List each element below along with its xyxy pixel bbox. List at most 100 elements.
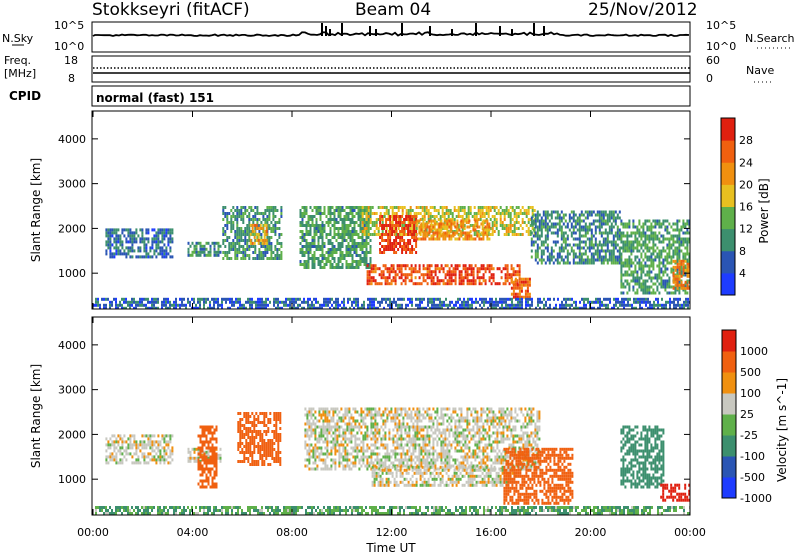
- power-cell: [538, 228, 541, 232]
- power-cell: [572, 231, 575, 235]
- power-cell: [413, 233, 416, 236]
- power-cell: [682, 222, 685, 226]
- power-cell: [264, 221, 267, 224]
- power-cell: [426, 222, 429, 226]
- power-cell: [451, 212, 454, 215]
- power-cell: [460, 282, 463, 286]
- power-cell: [357, 242, 360, 245]
- power-cell: [635, 300, 637, 304]
- power-cell: [473, 233, 476, 236]
- power-cell: [639, 297, 641, 301]
- power-cell: [165, 303, 167, 307]
- power-cell: [325, 236, 328, 239]
- power-cell: [582, 234, 585, 238]
- power-cell: [171, 303, 173, 307]
- power-cell: [270, 230, 273, 233]
- power-cell: [232, 242, 235, 245]
- power-cell: [270, 254, 273, 257]
- power-cell: [584, 234, 587, 238]
- power-cell: [678, 259, 681, 263]
- power-cell: [400, 282, 403, 286]
- power-cell: [245, 300, 247, 304]
- power-cell: [331, 254, 334, 257]
- power-cell: [343, 209, 346, 212]
- power-cell: [365, 236, 368, 239]
- power-cell: [268, 206, 271, 209]
- power-cell: [460, 276, 463, 280]
- power-cell: [151, 228, 154, 232]
- power-cell: [343, 239, 346, 242]
- power-cell: [303, 236, 306, 239]
- power-cell: [544, 246, 547, 250]
- power-cell: [381, 297, 383, 301]
- power-cell: [173, 306, 175, 309]
- power-cell: [658, 273, 661, 277]
- power-cell: [404, 276, 407, 280]
- power-cell: [444, 219, 447, 223]
- power-cell: [230, 242, 233, 245]
- power-cell: [254, 218, 257, 221]
- power-cell: [666, 243, 669, 247]
- power-cell: [422, 222, 425, 226]
- power-cell: [345, 306, 347, 309]
- power-cell: [678, 249, 681, 253]
- power-cell: [371, 297, 373, 301]
- power-cell: [406, 276, 409, 280]
- power-cell: [353, 227, 356, 230]
- velocity-cell: [207, 450, 210, 454]
- power-cell: [636, 228, 639, 232]
- power-cell: [257, 232, 260, 236]
- power-cell: [289, 303, 291, 307]
- power-cell: [612, 261, 615, 265]
- power-cell: [504, 276, 507, 280]
- power-cell: [470, 270, 473, 274]
- velocity-cell: [245, 427, 248, 430]
- power-cell: [109, 252, 112, 256]
- power-cell: [577, 306, 579, 309]
- power-cell: [193, 306, 195, 309]
- velocity-cell: [145, 434, 148, 438]
- velocity-cell: [137, 443, 140, 447]
- power-cell: [262, 224, 265, 227]
- velocity-cell: [247, 457, 250, 460]
- power-cell: [353, 215, 356, 218]
- power-cell: [161, 231, 164, 235]
- power-cell: [203, 250, 206, 254]
- velocity-cell: [109, 446, 112, 450]
- power-cell: [395, 303, 397, 307]
- power-cell: [670, 225, 673, 229]
- power-cell: [526, 295, 529, 299]
- power-cell: [143, 297, 145, 301]
- power-cell: [347, 300, 349, 304]
- power-cell: [341, 236, 344, 239]
- power-cell: [129, 240, 132, 244]
- power-cell: [363, 233, 366, 236]
- velocity-cell: [115, 461, 118, 465]
- power-cell: [141, 231, 144, 235]
- power-cell: [562, 237, 565, 241]
- power-cell: [620, 234, 623, 238]
- velocity-cell: [239, 436, 242, 439]
- power-cell: [628, 243, 631, 247]
- power-cell: [241, 303, 243, 307]
- power-cell: [654, 225, 657, 229]
- velocity-cell: [237, 448, 240, 451]
- power-cell: [652, 249, 655, 253]
- power-cell: [403, 242, 406, 245]
- velocity-cell: [263, 451, 266, 454]
- power-cell: [353, 206, 356, 209]
- power-cell: [309, 248, 312, 251]
- velocity-cell: [261, 448, 264, 451]
- velocity-cell: [147, 434, 150, 438]
- power-cell: [570, 249, 573, 253]
- power-cell: [248, 206, 251, 209]
- power-cell: [518, 273, 521, 277]
- power-cell: [230, 215, 233, 218]
- power-cell: [383, 212, 386, 215]
- velocity-cell: [271, 448, 274, 451]
- power-cell: [527, 303, 529, 307]
- velocity-cell: [277, 418, 280, 421]
- power-cell: [531, 227, 534, 230]
- power-cell: [546, 243, 549, 247]
- power-cell: [574, 225, 577, 229]
